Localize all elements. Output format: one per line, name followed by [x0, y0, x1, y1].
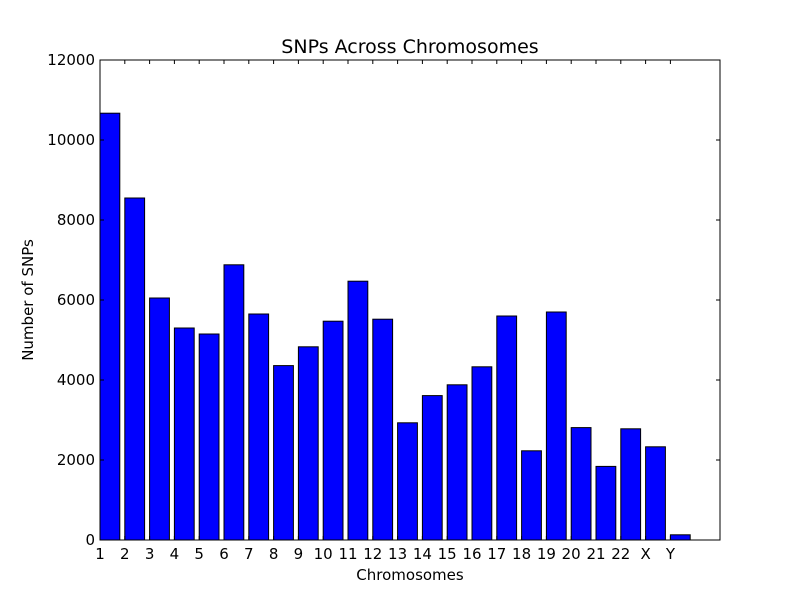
- bar-6: [223, 264, 245, 541]
- x-tick-label: 5: [194, 545, 204, 563]
- y-axis-ticks: 0 2000 4000 6000 8000 10000 12000: [47, 51, 720, 549]
- x-tick-label: 16: [462, 545, 481, 563]
- x-tick-label: 4: [170, 545, 180, 563]
- bar-9: [297, 346, 319, 541]
- bar-4: [173, 327, 195, 541]
- x-tick-label: 17: [487, 545, 506, 563]
- x-tick-label: 22: [611, 545, 630, 563]
- bar-22: [620, 428, 642, 541]
- x-tick-label: 10: [314, 545, 333, 563]
- bar-11: [347, 280, 369, 541]
- bar-7: [248, 313, 270, 541]
- x-tick-label: 6: [219, 545, 229, 563]
- bar-10: [322, 320, 344, 541]
- bar-20: [570, 427, 592, 541]
- x-tick-label: 15: [438, 545, 457, 563]
- x-tick-label: 2: [120, 545, 130, 563]
- bar-12: [372, 318, 394, 541]
- bar-Y: [669, 534, 691, 541]
- bars-group: [99, 112, 691, 541]
- x-tick-label: 1: [95, 545, 105, 563]
- bar-19: [545, 311, 567, 541]
- bar-1: [99, 112, 121, 541]
- y-tick-label: 8000: [57, 211, 95, 229]
- x-tick-label: Y: [665, 545, 676, 563]
- x-tick-label: 12: [363, 545, 382, 563]
- bar-14: [421, 395, 443, 541]
- x-tick-label: X: [640, 545, 650, 563]
- y-tick-label: 2000: [57, 451, 95, 469]
- bar-5: [198, 333, 220, 541]
- bar-18: [521, 450, 542, 541]
- y-tick-label: 6000: [57, 291, 95, 309]
- x-tick-label: 21: [586, 545, 605, 563]
- y-tick-label: 4000: [57, 371, 95, 389]
- bar-2: [124, 197, 146, 541]
- x-axis-ticks: 1 2 3 4 5 6 7 8 9 10 11 12 13 14 15 16 17 18 19 20 21 22 X Y: [95, 60, 676, 563]
- y-tick-label: 0: [85, 531, 95, 549]
- bar-16: [471, 366, 493, 541]
- x-tick-label: 14: [413, 545, 432, 563]
- x-tick-label: 9: [294, 545, 304, 563]
- x-tick-label: 8: [269, 545, 279, 563]
- x-tick-label: 11: [338, 545, 357, 563]
- bar-8: [273, 365, 294, 541]
- bar-17: [496, 315, 518, 541]
- bar-13: [397, 422, 418, 541]
- x-tick-label: 13: [388, 545, 407, 563]
- x-axis-label: Chromosomes: [356, 566, 464, 584]
- x-tick-label: 7: [244, 545, 254, 563]
- x-tick-label: 19: [537, 545, 556, 563]
- x-tick-label: 3: [145, 545, 155, 563]
- x-tick-label: 18: [512, 545, 531, 563]
- y-tick-label: 10000: [47, 131, 95, 149]
- plot-frame: [99, 59, 721, 541]
- bar-X: [645, 446, 666, 541]
- bar-21: [595, 465, 617, 541]
- y-axis-label: Number of SNPs: [19, 239, 37, 361]
- x-tick-label: 20: [562, 545, 581, 563]
- chart-title: SNPs Across Chromosomes: [281, 36, 538, 58]
- bar-3: [149, 297, 170, 541]
- y-tick-label: 12000: [47, 51, 95, 69]
- bar-15: [446, 384, 468, 541]
